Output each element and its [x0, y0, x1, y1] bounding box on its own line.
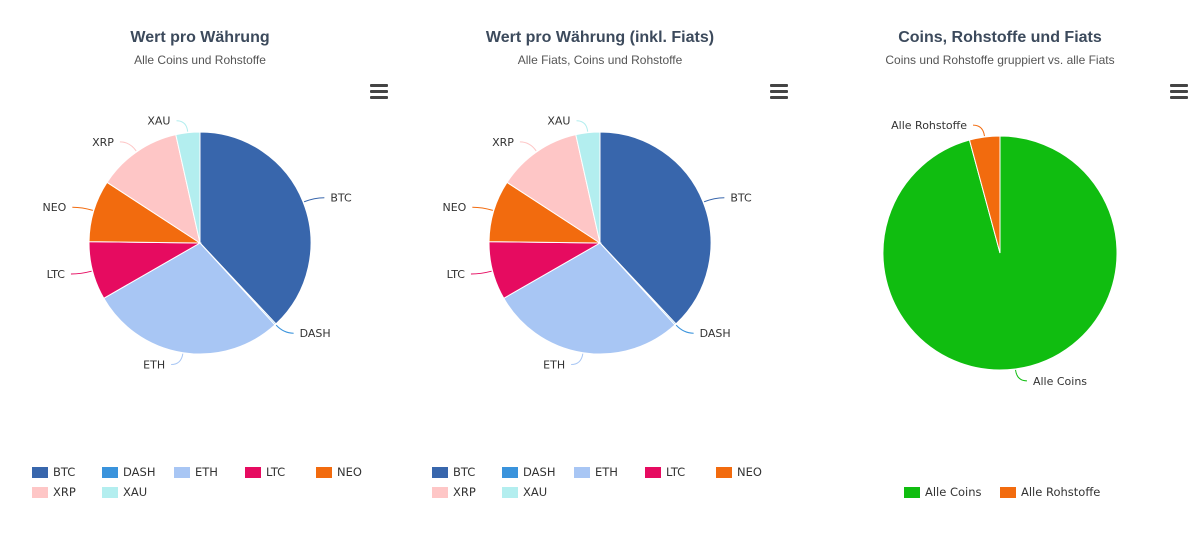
slice-label-xrp: XRP — [92, 136, 114, 149]
pie-slice-eth[interactable] — [503, 242, 676, 355]
slice-label-alle-coins: Alle Coins — [1033, 375, 1087, 388]
slice-label-eth: ETH — [143, 359, 165, 372]
legend-swatch — [645, 467, 661, 478]
pie-chart: BTC DASH ETH LTC NEO XRP XAU — [42, 115, 352, 372]
connector-eth — [171, 353, 184, 366]
legend-swatch — [316, 467, 332, 478]
legend-label: Alle Coins — [925, 485, 982, 499]
legend-swatch — [102, 467, 118, 478]
connector-neo — [472, 206, 493, 211]
legend-swatch — [174, 467, 190, 478]
slice-label-dash: DASH — [700, 327, 731, 340]
legend-label: DASH — [523, 465, 556, 479]
slice-label-btc: BTC — [330, 192, 352, 205]
legend-swatch — [32, 467, 48, 478]
connector-dash — [675, 324, 694, 334]
slice-label-alle-rohstoffe: Alle Rohstoffe — [891, 119, 967, 132]
legend-swatch — [245, 467, 261, 478]
chart-panel-value-per-currency: Wert pro Währung Alle Coins und Rohstoff… — [0, 0, 400, 535]
slice-label-ltc: LTC — [47, 268, 66, 281]
legend-label: LTC — [666, 465, 686, 479]
chart-subtitle: Alle Fiats, Coins und Rohstoffe — [517, 53, 683, 67]
legend-label: ETH — [595, 465, 618, 479]
connector-alle-rohstoffe — [973, 124, 985, 137]
pie-slice-xau[interactable] — [175, 131, 201, 244]
pie-slice-eth[interactable] — [103, 242, 276, 355]
legend-swatch — [32, 487, 48, 498]
chart-title: Coins, Rohstoffe und Fiats — [898, 29, 1102, 46]
connector-ltc — [470, 270, 492, 275]
chart-title: Wert pro Währung (inkl. Fiats) — [485, 29, 715, 46]
hamburger-menu-icon[interactable] — [1170, 84, 1188, 99]
connector-ltc — [70, 270, 92, 275]
legend-swatch — [1000, 487, 1016, 498]
pie-slice-btc[interactable] — [599, 131, 712, 325]
slice-label-neo: NEO — [42, 201, 66, 214]
legend-label: DASH — [123, 465, 156, 479]
slice-label-ltc: LTC — [447, 268, 466, 281]
legend-label: BTC — [453, 465, 476, 479]
hamburger-menu-icon[interactable] — [370, 84, 388, 99]
connector-xau — [576, 120, 589, 132]
legend-swatch — [574, 467, 590, 478]
legend-swatch — [102, 487, 118, 498]
legend-label: XRP — [453, 485, 476, 499]
legend-swatch — [432, 467, 448, 478]
chart-panel-value-per-currency-incl-fiats: Wert pro Währung (inkl. Fiats) Alle Fiat… — [400, 0, 800, 535]
chart-subtitle: Coins und Rohstoffe gruppiert vs. alle F… — [885, 53, 1115, 67]
chart-panel-coins-commodities-fiats: Coins, Rohstoffe und Fiats Coins und Roh… — [800, 0, 1200, 535]
connector-xrp — [119, 141, 137, 152]
slice-label-btc: BTC — [730, 192, 752, 205]
slice-label-eth: ETH — [543, 359, 565, 372]
pie-chart: Alle Coins Alle Rohstoffe — [882, 119, 1118, 388]
legend-label: BTC — [53, 465, 76, 479]
legend-swatch — [432, 487, 448, 498]
connector-eth — [571, 353, 584, 366]
pie-slice-alle-rohstoffe[interactable] — [968, 135, 1001, 254]
pie-slice-btc[interactable] — [199, 131, 312, 325]
slice-label-neo: NEO — [442, 201, 466, 214]
chart-subtitle: Alle Coins und Rohstoffe — [134, 53, 266, 67]
pie-slice-xrp[interactable] — [106, 134, 201, 245]
legend-label: Alle Rohstoffe — [1021, 485, 1101, 499]
slice-label-xau: XAU — [547, 115, 570, 128]
connector-alle-coins — [1015, 369, 1027, 382]
connector-btc — [303, 197, 325, 203]
legend-swatch — [502, 467, 518, 478]
legend-label: NEO — [737, 465, 762, 479]
legend-label: ETH — [195, 465, 218, 479]
slice-label-xau: XAU — [147, 115, 170, 128]
legend-swatch — [502, 487, 518, 498]
legend-label: XRP — [53, 485, 76, 499]
pie-slice-xau[interactable] — [575, 131, 601, 244]
connector-xau — [176, 120, 189, 132]
connector-xrp — [519, 141, 537, 152]
legend-label: LTC — [266, 465, 286, 479]
pie-chart: BTC DASH ETH LTC NEO XRP XAU — [442, 115, 752, 372]
slice-label-xrp: XRP — [492, 136, 514, 149]
connector-btc — [703, 197, 725, 203]
legend-swatch — [716, 467, 732, 478]
chart-title: Wert pro Währung — [130, 29, 270, 46]
legend-label: XAU — [523, 485, 548, 499]
connector-dash — [275, 324, 294, 334]
legend-label: NEO — [337, 465, 362, 479]
slice-label-dash: DASH — [300, 327, 331, 340]
legend-label: XAU — [123, 485, 148, 499]
hamburger-menu-icon[interactable] — [770, 84, 788, 99]
pie-slice-xrp[interactable] — [506, 134, 601, 245]
connector-neo — [72, 206, 93, 211]
legend-swatch — [904, 487, 920, 498]
